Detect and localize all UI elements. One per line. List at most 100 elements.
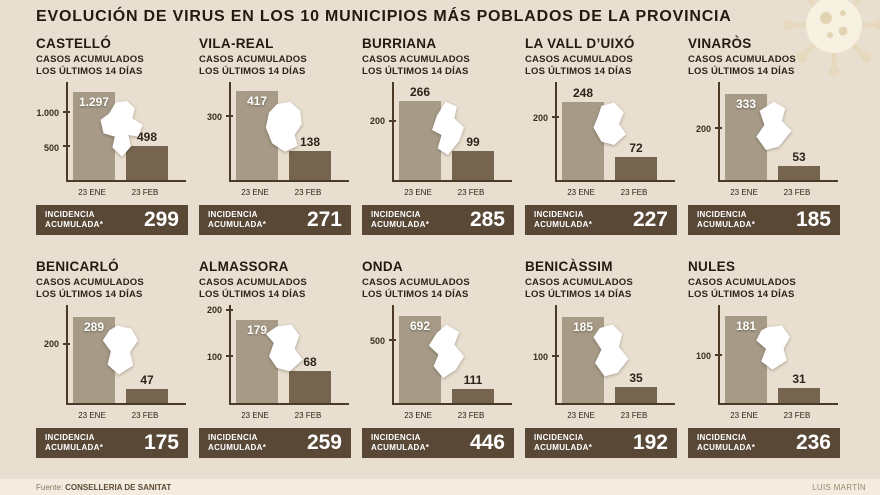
municipality-outline-icon — [756, 325, 790, 370]
x-axis-labels: 23 ENE 23 FEB — [229, 407, 349, 423]
date-label-ene: 23 ENE — [730, 188, 758, 197]
incidence-label-line1: INCIDENCIA — [45, 433, 95, 442]
virus-icon — [782, 0, 880, 77]
bar-value-23-ene: 181 — [735, 319, 757, 334]
municipality-panel: BENICARLÓ CASOS ACUMULADOS LOS ÚLTIMOS 1… — [36, 259, 188, 458]
bar-23-ene: 1.297 — [73, 92, 115, 180]
plot-area: 185 35 — [552, 305, 675, 405]
x-axis-labels: 23 ENE 23 FEB — [555, 407, 675, 423]
x-axis-labels: 23 ENE 23 FEB — [66, 407, 186, 423]
date-label-ene: 23 ENE — [241, 188, 269, 197]
municipality-panel: NULES CASOS ACUMULADOS LOS ÚLTIMOS 14 DÍ… — [688, 259, 840, 458]
incidence-label-line1: INCIDENCIA — [208, 433, 258, 442]
date-label-ene: 23 ENE — [404, 411, 432, 420]
plot-area: 417 138 — [226, 82, 349, 182]
bar-value-23-ene: 266 — [409, 85, 431, 100]
bar-23-ene: 692 — [399, 316, 441, 403]
municipality-panel: VINARÒS CASOS ACUMULADOS LOS ÚLTIMOS 14 … — [688, 36, 840, 235]
municipality-name: BENICARLÓ — [36, 259, 119, 274]
date-label-feb: 23 FEB — [620, 188, 648, 197]
incidence-label-line1: INCIDENCIA — [697, 210, 747, 219]
incidence-label-line1: INCIDENCIA — [534, 210, 584, 219]
incidence-label-line1: INCIDENCIA — [534, 433, 584, 442]
y-tick-label: 200 — [43, 339, 59, 350]
municipality-name: VINARÒS — [688, 36, 752, 51]
incidence-label-line2: ACUMULADA* — [208, 443, 267, 452]
cases-label: CASOS ACUMULADOS LOS ÚLTIMOS 14 DÍAS — [362, 54, 514, 78]
date-label-feb: 23 FEB — [131, 411, 159, 420]
date-label-feb: 23 FEB — [131, 188, 159, 197]
bar-chart: 500 692 111 23 ENE 23 FEB — [362, 305, 514, 423]
incidence-label-line2: ACUMULADA* — [45, 220, 104, 229]
municipality-outline-icon — [102, 325, 138, 375]
bar-value-23-feb: 99 — [466, 134, 480, 149]
bar-value-23-feb: 68 — [303, 355, 317, 370]
author-credit: LUIS MARTÍN — [812, 482, 866, 492]
municipality-outline-icon — [265, 324, 303, 372]
incidence-label: INCIDENCIA ACUMULADA* — [208, 433, 266, 453]
bar-23-ene: 248 — [562, 86, 604, 180]
bar-23-feb: 47 — [126, 373, 168, 403]
incidence-strip: INCIDENCIA ACUMULADA* 227 — [525, 205, 677, 235]
bar-23-ene: 289 — [73, 317, 115, 403]
municipality-name: BURRIANA — [362, 36, 437, 51]
municipality-outline-icon — [100, 100, 143, 157]
incidence-label-line2: ACUMULADA* — [208, 220, 267, 229]
cases-label-line1: CASOS ACUMULADOS — [199, 277, 307, 288]
cases-label: CASOS ACUMULADOS LOS ÚLTIMOS 14 DÍAS — [199, 54, 351, 78]
incidence-value: 446 — [469, 431, 505, 454]
incidence-label-line1: INCIDENCIA — [371, 210, 421, 219]
municipality-panel: BENICÀSSIM CASOS ACUMULADOS LOS ÚLTIMOS … — [525, 259, 677, 458]
y-tick-label: 1.000 — [36, 108, 59, 118]
date-label-feb: 23 FEB — [457, 411, 485, 420]
y-tick-mark — [226, 308, 233, 311]
bar-23-feb: 53 — [778, 150, 820, 180]
municipality-panel: BURRIANA CASOS ACUMULADOS LOS ÚLTIMOS 14… — [362, 36, 514, 235]
y-tick-mark — [226, 115, 233, 118]
bar-value-23-ene: 185 — [572, 319, 594, 334]
incidence-value: 271 — [306, 208, 342, 231]
bar-value-23-feb: 47 — [140, 373, 154, 388]
municipality-name: BENICÀSSIM — [525, 259, 613, 274]
bar-chart: 200 333 53 23 ENE 23 FEB — [688, 82, 840, 200]
bar-23-feb: 99 — [452, 135, 494, 180]
cases-label-line2: LOS ÚLTIMOS 14 DÍAS — [199, 66, 306, 77]
bar-value-23-ene: 248 — [572, 85, 594, 100]
y-tick-label: 100 — [532, 352, 548, 363]
date-label-feb: 23 FEB — [620, 411, 648, 420]
cases-label-line2: LOS ÚLTIMOS 14 DÍAS — [36, 66, 143, 77]
incidence-label: INCIDENCIA ACUMULADA* — [371, 433, 429, 453]
y-tick-mark — [389, 339, 396, 342]
bar-value-23-ene: 692 — [409, 319, 431, 334]
date-label-feb: 23 FEB — [294, 188, 322, 197]
incidence-value: 175 — [143, 431, 179, 454]
y-axis-gutter: 200 100 — [199, 305, 229, 405]
date-label-ene: 23 ENE — [241, 411, 269, 420]
municipality-outline-icon — [428, 324, 464, 378]
incidence-label-line1: INCIDENCIA — [208, 210, 258, 219]
plot-area: 179 68 — [226, 305, 349, 405]
y-tick-label: 300 — [206, 111, 222, 122]
incidence-label: INCIDENCIA ACUMULADA* — [45, 210, 103, 230]
municipality-outline-icon — [593, 102, 627, 145]
cases-label: CASOS ACUMULADOS LOS ÚLTIMOS 14 DÍAS — [199, 277, 351, 301]
municipality-name: LA VALL D’UIXÓ — [525, 36, 635, 51]
municipality-outline-icon — [593, 324, 629, 377]
plot-area: 333 53 — [715, 82, 838, 182]
x-axis-labels: 23 ENE 23 FEB — [555, 184, 675, 200]
y-axis-gutter: 300 — [199, 82, 229, 182]
y-axis-gutter: 200 — [36, 305, 66, 405]
cases-label-line2: LOS ÚLTIMOS 14 DÍAS — [525, 289, 632, 300]
bar-value-23-feb: 35 — [629, 370, 643, 385]
incidence-value: 185 — [795, 208, 831, 231]
municipality-panel: ONDA CASOS ACUMULADOS LOS ÚLTIMOS 14 DÍA… — [362, 259, 514, 458]
incidence-value: 236 — [795, 431, 831, 454]
page-title: EVOLUCIÓN DE VIRUS EN LOS 10 MUNICIPIOS … — [36, 8, 732, 25]
bar-23-feb: 498 — [126, 130, 168, 180]
incidence-value: 227 — [632, 208, 668, 231]
y-axis-gutter: 200 — [362, 82, 392, 182]
incidence-strip: INCIDENCIA ACUMULADA* 192 — [525, 428, 677, 458]
plot-area: 692 111 — [389, 305, 512, 405]
incidence-value: 259 — [306, 431, 342, 454]
date-label-ene: 23 ENE — [78, 411, 106, 420]
